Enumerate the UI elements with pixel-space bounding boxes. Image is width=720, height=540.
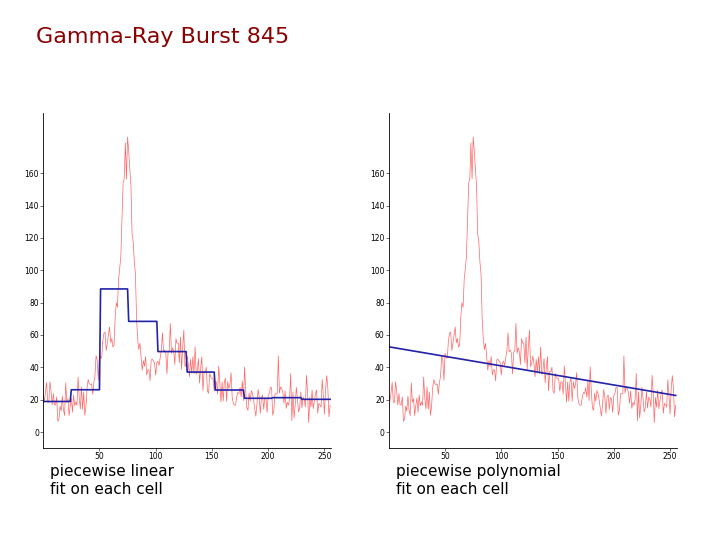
Text: piecewise polynomial
fit on each cell: piecewise polynomial fit on each cell: [396, 464, 561, 497]
Text: Gamma-Ray Burst 845: Gamma-Ray Burst 845: [36, 27, 289, 47]
Text: piecewise linear
fit on each cell: piecewise linear fit on each cell: [50, 464, 174, 497]
